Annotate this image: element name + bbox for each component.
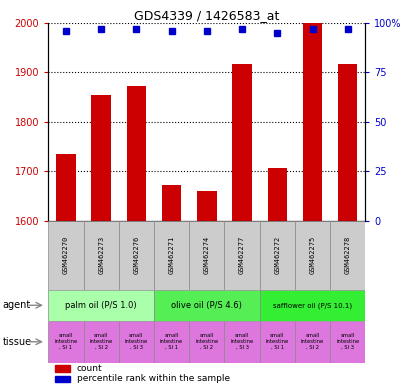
Text: GSM462275: GSM462275 bbox=[310, 236, 315, 275]
Bar bbox=[154, 321, 189, 363]
Bar bbox=[224, 221, 260, 290]
Bar bbox=[232, 64, 252, 221]
Text: GSM462274: GSM462274 bbox=[204, 236, 210, 275]
Title: GDS4339 / 1426583_at: GDS4339 / 1426583_at bbox=[134, 9, 280, 22]
Text: small
intestine
, SI 2: small intestine , SI 2 bbox=[195, 333, 218, 350]
Bar bbox=[295, 221, 330, 290]
Bar bbox=[84, 221, 119, 290]
Bar bbox=[119, 221, 154, 290]
Text: GSM462273: GSM462273 bbox=[98, 236, 104, 275]
Text: GSM462278: GSM462278 bbox=[345, 236, 351, 275]
Text: small
intestine
, SI 1: small intestine , SI 1 bbox=[266, 333, 289, 350]
Text: small
intestine
, SI 3: small intestine , SI 3 bbox=[336, 333, 360, 350]
Bar bbox=[189, 221, 224, 290]
Bar bbox=[55, 365, 71, 372]
Text: safflower oil (P/S 10.1): safflower oil (P/S 10.1) bbox=[273, 302, 352, 308]
Bar bbox=[119, 321, 154, 363]
Bar bbox=[260, 321, 295, 363]
Text: olive oil (P/S 4.6): olive oil (P/S 4.6) bbox=[171, 301, 242, 310]
Bar bbox=[295, 321, 330, 363]
Bar bbox=[48, 321, 84, 363]
Text: small
intestine
, SI 3: small intestine , SI 3 bbox=[125, 333, 148, 350]
Bar bbox=[55, 376, 71, 382]
Bar bbox=[56, 154, 76, 221]
Bar bbox=[48, 290, 154, 321]
Bar bbox=[224, 321, 260, 363]
Text: GSM462276: GSM462276 bbox=[134, 236, 139, 275]
Text: small
intestine
, SI 3: small intestine , SI 3 bbox=[231, 333, 254, 350]
Text: small
intestine
, SI 1: small intestine , SI 1 bbox=[54, 333, 78, 350]
Text: GSM462271: GSM462271 bbox=[168, 236, 175, 275]
Bar bbox=[197, 191, 217, 221]
Bar bbox=[92, 95, 111, 221]
Text: GSM462270: GSM462270 bbox=[63, 236, 69, 275]
Bar bbox=[330, 321, 365, 363]
Bar bbox=[48, 221, 84, 290]
Text: GSM462272: GSM462272 bbox=[274, 236, 280, 275]
Text: small
intestine
, SI 1: small intestine , SI 1 bbox=[160, 333, 183, 350]
Bar bbox=[162, 185, 181, 221]
Bar bbox=[189, 321, 224, 363]
Text: GSM462277: GSM462277 bbox=[239, 236, 245, 275]
Text: palm oil (P/S 1.0): palm oil (P/S 1.0) bbox=[66, 301, 137, 310]
Bar bbox=[84, 321, 119, 363]
Bar bbox=[303, 23, 322, 221]
Text: tissue: tissue bbox=[3, 337, 31, 347]
Text: percentile rank within the sample: percentile rank within the sample bbox=[77, 374, 230, 384]
Bar bbox=[338, 64, 357, 221]
Text: agent: agent bbox=[3, 300, 31, 310]
Bar bbox=[260, 290, 365, 321]
Bar bbox=[154, 221, 189, 290]
Text: small
intestine
, SI 2: small intestine , SI 2 bbox=[89, 333, 113, 350]
Bar bbox=[330, 221, 365, 290]
Bar bbox=[127, 86, 146, 221]
Text: small
intestine
, SI 2: small intestine , SI 2 bbox=[301, 333, 324, 350]
Text: count: count bbox=[77, 364, 102, 373]
Bar bbox=[268, 169, 287, 221]
Bar bbox=[154, 290, 260, 321]
Bar bbox=[260, 221, 295, 290]
